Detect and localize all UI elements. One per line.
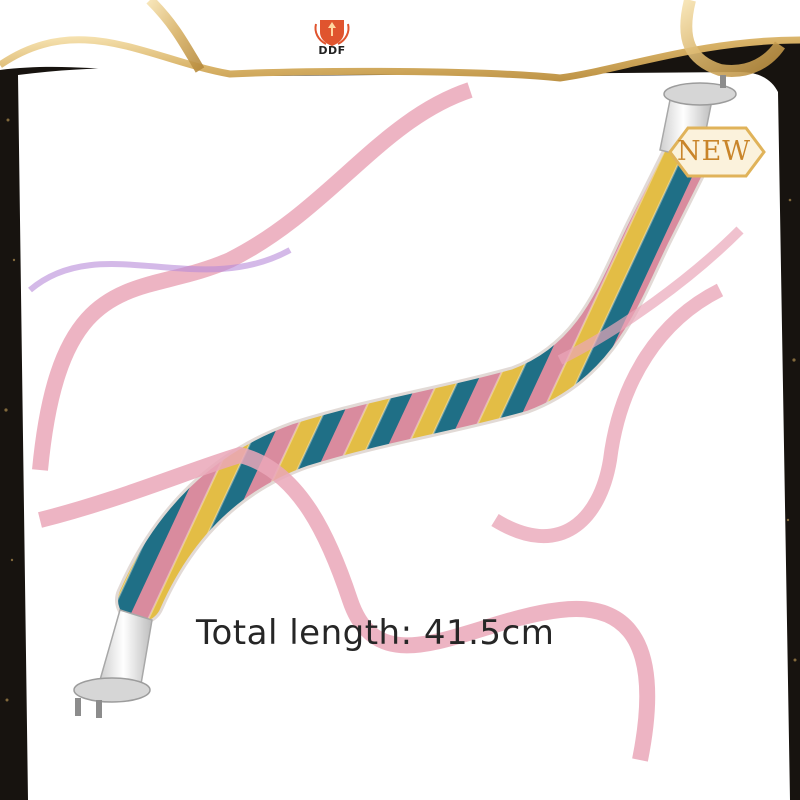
header-band bbox=[0, 0, 800, 78]
pink-ribbon bbox=[38, 446, 656, 762]
pink-ribbon bbox=[32, 82, 473, 471]
gold-ribbon-left-loop bbox=[146, 0, 205, 73]
pink-ribbon bbox=[557, 226, 744, 365]
new-badge-shape bbox=[668, 126, 766, 178]
pink-ribbon bbox=[491, 283, 724, 544]
lilac-ribbon bbox=[28, 247, 292, 293]
bottom-end-cap bbox=[73, 609, 153, 718]
shield-crest-icon bbox=[314, 20, 350, 46]
gold-ribbon-top bbox=[0, 36, 800, 82]
brand-name: DDF bbox=[318, 44, 346, 57]
length-caption: Total length: 41.5cm bbox=[196, 613, 555, 653]
rope bbox=[118, 128, 712, 622]
gold-ribbon-right-loop bbox=[680, 0, 785, 77]
new-badge: NEW bbox=[676, 136, 752, 167]
